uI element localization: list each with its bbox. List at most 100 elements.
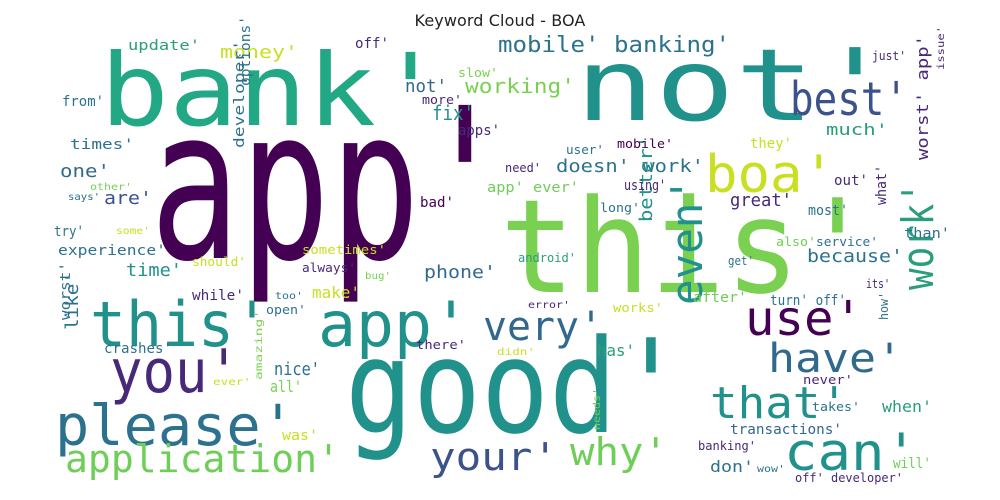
word-should-84: should' xyxy=(192,255,246,269)
word-very-15: very' xyxy=(483,304,603,350)
word-you-8: you' xyxy=(110,337,240,407)
word-error-78: error' xyxy=(528,300,570,311)
word-sometimes-81: sometimes' xyxy=(302,243,386,257)
word-mobile-banking-21: mobile' banking' xyxy=(498,33,730,58)
word-using-63: using' xyxy=(624,178,666,194)
word-make-50: make' xyxy=(312,283,360,302)
word-this-2: this' xyxy=(500,171,875,323)
word-other-98: other' xyxy=(90,182,132,193)
word-needs-97: needs' xyxy=(592,388,603,430)
word-transactions-57: transactions' xyxy=(730,422,842,438)
word-try-101: try' xyxy=(54,224,84,240)
word-options-46: options' xyxy=(238,16,254,86)
word-how-75: how' xyxy=(877,292,891,320)
word-that-16: that' xyxy=(710,378,848,429)
word-slow-40: slow' xyxy=(458,66,498,80)
word-bug-83: bug' xyxy=(365,271,391,282)
word-not-25: not' xyxy=(405,76,447,97)
word-developer-47: developer' xyxy=(232,40,248,148)
word-doesn-work-26: doesn' work' xyxy=(556,156,704,177)
word-app-ever-64: app' ever' xyxy=(487,180,579,196)
word-wow-96: wow' xyxy=(757,464,785,475)
word-boa-12: boa' xyxy=(705,145,835,205)
word-this-6: this' xyxy=(90,288,270,361)
word-get-73: get' xyxy=(728,254,754,268)
word-much-27: much' xyxy=(826,120,888,139)
word-need-62: need' xyxy=(505,161,541,175)
word-all-49: all' xyxy=(270,377,302,396)
word-like-51: like' xyxy=(62,272,83,330)
word-fix-24: fix' xyxy=(432,101,474,125)
word-takes-94: takes' xyxy=(812,400,860,414)
word-times-35: times' xyxy=(70,137,134,153)
word-long-66: long' xyxy=(600,201,640,215)
word-because-29: because' xyxy=(807,246,903,267)
word-worst-102: worst' xyxy=(58,262,74,320)
word-best-10: best' xyxy=(790,72,908,126)
word-what-69: what' xyxy=(874,165,890,205)
word-from-39: from' xyxy=(62,94,104,110)
word-better-31: better' xyxy=(636,136,657,222)
word-time-34: time' xyxy=(126,260,182,281)
word-can-11: can' xyxy=(784,423,918,483)
word-says-99: says' xyxy=(68,192,100,203)
word-have-14: have' xyxy=(768,336,903,382)
word-they-61: they' xyxy=(750,136,792,152)
word-ever-92: ever' xyxy=(213,377,251,388)
word-user-60: user' xyxy=(566,143,604,157)
word-was-54: was' xyxy=(282,428,318,444)
word-off-43: off' xyxy=(355,36,389,52)
word-android-80: android' xyxy=(518,251,576,265)
word-even-18: even' xyxy=(662,177,713,305)
word-turn-off-77: turn' off' xyxy=(770,293,846,309)
word-also-70: also' xyxy=(776,235,816,249)
word-why-20: why' xyxy=(570,430,668,474)
word-use-13: use' xyxy=(745,291,863,347)
word-will-56: will' xyxy=(893,456,931,472)
word-crashes-88: crashes' xyxy=(104,341,172,357)
word-please-7: please' xyxy=(55,394,295,459)
word-good-1: good' xyxy=(345,311,685,463)
word-experience-33: experience' xyxy=(58,243,166,259)
word-banking-95: banking' xyxy=(698,439,756,453)
word-are-37: are' xyxy=(104,188,152,209)
word-not-3: not' xyxy=(575,27,895,144)
word-when-52: when' xyxy=(882,397,932,416)
word-never-93: never' xyxy=(803,373,853,387)
word-apps-41: apps' xyxy=(458,123,500,139)
word-has-53: has' xyxy=(597,341,635,360)
word-your-19: your' xyxy=(430,435,558,479)
word-there-89: there' xyxy=(416,338,466,352)
word-after-76: after' xyxy=(693,290,747,306)
word-just-44: just' xyxy=(872,49,906,63)
word-its-74: its' xyxy=(866,277,890,291)
word-didn-90: didn' xyxy=(497,347,535,358)
word-app-5: app' xyxy=(318,288,470,361)
word-money-23: money' xyxy=(220,42,298,63)
word-bank-4: bank' xyxy=(100,32,445,149)
word-while-85: while' xyxy=(192,288,244,304)
word-out-68: out' xyxy=(834,173,868,189)
chart-title: Keyword Cloud - BOA xyxy=(414,11,586,30)
word-service-71: service' xyxy=(816,235,878,249)
word-application-9: application' xyxy=(65,437,340,481)
word-nice-48: nice' xyxy=(274,359,320,380)
word-app-0: app' xyxy=(150,63,510,308)
word-works-79: works' xyxy=(613,301,663,315)
word-update-38: update' xyxy=(128,38,200,54)
word-great-32: great' xyxy=(730,190,792,211)
word-working-22: working' xyxy=(465,74,575,98)
word-than-72: than' xyxy=(904,226,950,242)
word-more-42: more' xyxy=(422,93,462,107)
word-bad-65: bad' xyxy=(420,195,454,211)
word-don-55: don' xyxy=(710,457,754,476)
word-issue-45: issue' xyxy=(936,26,947,70)
word-some-100: some' xyxy=(116,226,150,237)
word-always-82: always' xyxy=(302,261,356,275)
word-open-87: open' xyxy=(266,303,306,317)
word-one-36: one' xyxy=(60,161,110,182)
word-too-86: too' xyxy=(275,291,303,302)
word-phone-30: phone' xyxy=(424,262,496,283)
